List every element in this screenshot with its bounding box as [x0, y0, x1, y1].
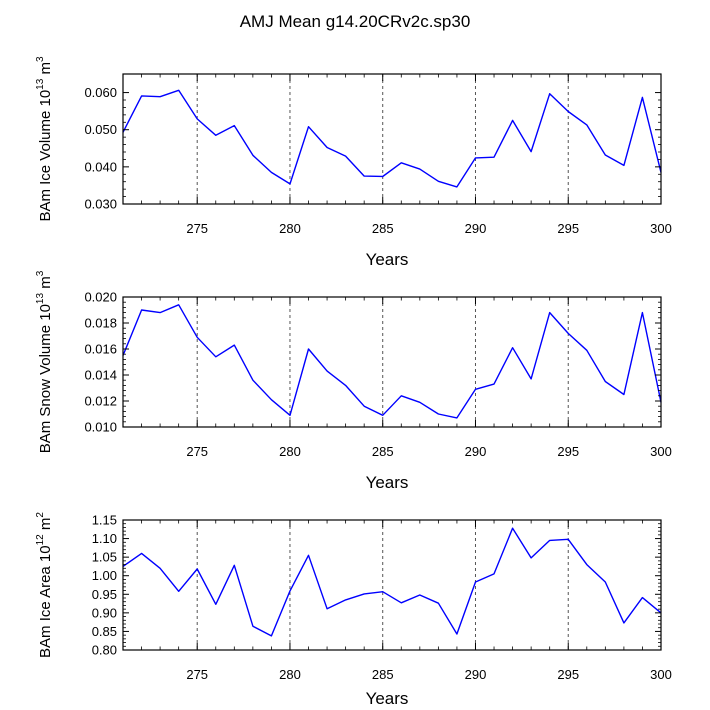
- x-tick-label: 275: [186, 444, 208, 459]
- y-tick-label: 0.018: [84, 316, 117, 331]
- series-line: [122, 527, 662, 637]
- x-tick-label: 285: [372, 667, 394, 682]
- plot-frame: [122, 73, 662, 205]
- y-tick-label: 1.05: [92, 550, 117, 565]
- x-tick-label: 275: [186, 667, 208, 682]
- y-tick-label: 0.040: [84, 159, 117, 174]
- x-tick-label: 300: [650, 667, 672, 682]
- y-tick-label: 0.80: [92, 643, 117, 658]
- x-tick-label: 295: [557, 444, 579, 459]
- chart-panel-2: 0.010 0.012 0.014 0.016 0.018 0.020 275 280 285 2…: [35, 270, 672, 492]
- x-tick-label: 290: [465, 667, 487, 682]
- x-tick-label: 300: [650, 444, 672, 459]
- y-tick-label: 1.00: [92, 568, 117, 583]
- y-axis-label: BAm Snow Volume 1013 m3: [35, 270, 54, 453]
- x-tick-label: 290: [465, 444, 487, 459]
- x-tick-label: 295: [557, 221, 579, 236]
- x-tick-label: 275: [186, 221, 208, 236]
- y-tick-label: 0.050: [84, 122, 117, 137]
- y-tick-label: 0.030: [84, 197, 117, 212]
- y-tick-label: 0.85: [92, 624, 117, 639]
- y-tick-label: 1.10: [92, 531, 117, 546]
- plot-frame: [122, 296, 662, 428]
- y-tick-label: 0.014: [84, 368, 117, 383]
- x-tick-label: 280: [279, 221, 301, 236]
- x-tick-label: 300: [650, 221, 672, 236]
- x-tick-label: 295: [557, 667, 579, 682]
- y-axis-label: BAm Ice Area 1012 m2: [35, 512, 54, 658]
- y-tick-label: 0.060: [84, 85, 117, 100]
- y-tick-label: 1.15: [92, 513, 117, 528]
- y-tick-label: 0.016: [84, 342, 117, 357]
- y-tick-label: 0.010: [84, 420, 117, 435]
- y-axis-label: BAm Ice Volume 1013 m3: [35, 56, 54, 222]
- y-tick-label: 0.95: [92, 587, 117, 602]
- y-tick-label: 0.012: [84, 394, 117, 409]
- x-tick-label: 280: [279, 444, 301, 459]
- plot-frame: [122, 519, 662, 651]
- x-axis-label: Years: [366, 473, 409, 492]
- chart-panel-1: 0.030 0.040 0.050 0.060 275 280 285 290 295 300 Ye…: [35, 56, 672, 269]
- x-axis-label: Years: [366, 250, 409, 269]
- x-tick-label: 285: [372, 221, 394, 236]
- series-line: [122, 89, 662, 188]
- x-tick-label: 280: [279, 667, 301, 682]
- y-tick-label: 0.020: [84, 290, 117, 305]
- chart-panel-3: 0.80 0.85 0.90 0.95 1.00 1.05 1.10 1.15 275 280 28…: [35, 512, 672, 708]
- y-tick-label: 0.90: [92, 605, 117, 620]
- x-axis-label: Years: [366, 689, 409, 708]
- x-tick-label: 290: [465, 221, 487, 236]
- chart-title: AMJ Mean g14.20CRv2c.sp30: [240, 12, 471, 31]
- x-tick-label: 285: [372, 444, 394, 459]
- series-line: [122, 304, 662, 419]
